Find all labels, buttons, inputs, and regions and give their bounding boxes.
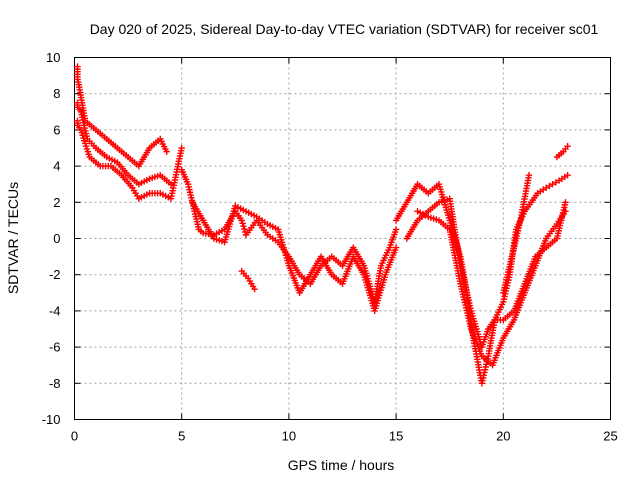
y-tick-label: 8 bbox=[53, 86, 60, 101]
y-tick-label: -2 bbox=[49, 267, 61, 282]
y-tick-label: 0 bbox=[53, 231, 60, 246]
data-point bbox=[392, 226, 400, 233]
y-tick-label: 10 bbox=[46, 50, 60, 65]
data-point bbox=[239, 220, 246, 227]
data-point bbox=[240, 222, 247, 230]
series-track-i bbox=[414, 208, 569, 369]
x-tick-label: 25 bbox=[603, 429, 617, 444]
series-track-j bbox=[500, 171, 533, 296]
series-track-b bbox=[74, 99, 175, 188]
y-tick-label: -10 bbox=[42, 412, 61, 427]
data-point bbox=[238, 217, 245, 224]
data-point bbox=[564, 142, 571, 150]
data-point bbox=[546, 182, 553, 190]
x-tick-label: 10 bbox=[282, 429, 296, 444]
y-tick-label: -6 bbox=[49, 340, 61, 355]
data-point bbox=[552, 179, 560, 186]
data-point bbox=[178, 144, 185, 152]
x-tick-label: 20 bbox=[496, 429, 510, 444]
y-tick-label: -4 bbox=[49, 303, 61, 318]
y-tick-label: 2 bbox=[53, 195, 60, 210]
x-tick-label: 15 bbox=[389, 429, 403, 444]
x-axis-label: GPS time / hours bbox=[288, 457, 395, 473]
x-tick-label: 0 bbox=[71, 429, 78, 444]
series-track-f bbox=[238, 267, 258, 293]
tick-layer: 0 5 10 15 20 25 -10 -8 -6 -4 -2 0 2 4 6 8 10 bbox=[42, 50, 618, 444]
data-point bbox=[392, 244, 400, 251]
data-point bbox=[562, 208, 569, 215]
y-tick-label: 6 bbox=[53, 122, 60, 137]
series-track-e bbox=[189, 199, 400, 315]
data-point bbox=[562, 199, 569, 206]
grid-layer bbox=[74, 57, 611, 420]
data-point bbox=[241, 225, 248, 233]
chart-title: Day 020 of 2025, Sidereal Day-to-day VTE… bbox=[90, 21, 599, 37]
data-point bbox=[251, 285, 258, 293]
data-point bbox=[163, 148, 170, 155]
data-point bbox=[542, 184, 550, 192]
y-axis-label: SDTVAR / TECUs bbox=[5, 182, 21, 294]
series-track-c bbox=[74, 117, 185, 202]
data-point bbox=[564, 171, 571, 179]
data-point bbox=[549, 181, 556, 188]
x-tick-label: 5 bbox=[178, 429, 185, 444]
y-tick-label: -8 bbox=[49, 376, 61, 391]
marks-layer bbox=[74, 63, 571, 387]
series-track-k bbox=[553, 142, 571, 161]
data-point bbox=[525, 171, 533, 179]
y-tick-label: 4 bbox=[53, 159, 60, 174]
